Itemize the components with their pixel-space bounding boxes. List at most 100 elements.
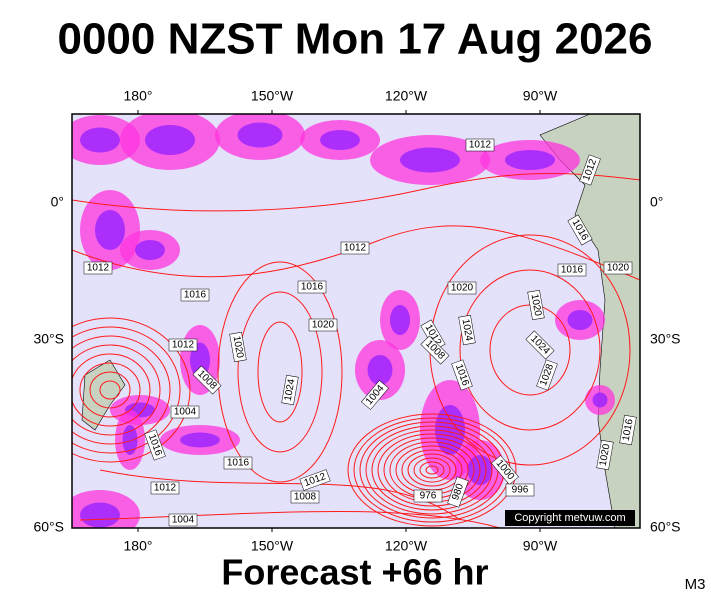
isobar-label-bg (458, 314, 476, 346)
isobar-label-text: 1024 (460, 318, 475, 342)
isobar-label-bg (223, 456, 253, 470)
isobar-label-bg (290, 490, 320, 504)
isobar-label-text: 1024 (283, 378, 298, 402)
isobar-label-bg (168, 513, 198, 527)
isobar-label-bg (465, 138, 495, 152)
isobar-label-text: 1012 (469, 140, 492, 151)
isobar (371, 429, 493, 511)
isobar-label-text: 1020 (598, 443, 613, 467)
isobar-label-text: 1004 (174, 407, 197, 418)
isobar (72, 353, 151, 427)
isobar-label-bg (596, 439, 614, 471)
isobar-label: 976 (413, 489, 443, 503)
isobar (237, 291, 323, 453)
lon-label: 150°W (251, 538, 294, 554)
isobar-label-text: 1008 (294, 492, 317, 503)
isobar (377, 433, 487, 507)
isobar-label-bg (525, 330, 555, 360)
rain-core (400, 147, 460, 173)
isobar (72, 317, 191, 463)
isobar (99, 380, 121, 400)
isobar-label-text: 1020 (529, 293, 544, 317)
isobar-label: 1020 (527, 289, 545, 321)
graticule-labels: 180° 150°W 120°W 90°W 180° 150°W 120°W 90°W 0° 30… (33, 88, 680, 554)
isobar-label: 1012 (168, 338, 198, 352)
rain-core (145, 125, 195, 155)
lon-label: 180° (124, 538, 153, 554)
isobar-label-bg (308, 318, 338, 332)
isobar-label: 996 (505, 483, 535, 497)
isobar (407, 453, 457, 487)
isobar-label-text: 1020 (231, 335, 246, 359)
lat-label: 30°S (33, 331, 64, 347)
lat-label: 60°S (650, 519, 681, 535)
isobar-label-bg (557, 263, 587, 277)
rain-core (592, 392, 608, 408)
isobar-label-bg (505, 483, 535, 497)
isobar-label-bg (491, 455, 519, 485)
precipitation (72, 114, 615, 528)
isobar-label-text: 1012 (154, 483, 177, 494)
map-frame (71, 113, 641, 529)
isobar-label: 1020 (447, 281, 477, 295)
lon-label: 90°W (523, 88, 558, 104)
isobar-label-text: 1016 (561, 265, 584, 276)
isobar (217, 261, 343, 483)
isobar-label: 1016 (297, 280, 327, 294)
isobar-label-text: 976 (420, 491, 437, 502)
lat-label: 30°S (650, 331, 681, 347)
map-area: 1012 1012 1016 1012 1012 1016 1016 1020 1020 1016… (72, 114, 640, 528)
isobar-label: 1004 (168, 513, 198, 527)
isobar-label-text: 1016 (227, 458, 250, 469)
isobar (425, 465, 439, 475)
isobar-label-text: 1012 (344, 243, 367, 254)
isobar (347, 413, 517, 527)
isobar-label: 1016 (557, 263, 587, 277)
rain-core (95, 210, 125, 250)
isobar-label-bg (447, 281, 477, 295)
isobar-label: 1024 (281, 374, 299, 406)
isobar-label-bg (83, 261, 113, 275)
rain-core (180, 432, 220, 448)
footer: Forecast +66 hr (221, 552, 488, 593)
isobar-label: 1008 (290, 490, 320, 504)
isobar-label: 1020 (308, 318, 338, 332)
rain-core (390, 305, 410, 335)
isobar-label-bg (150, 481, 180, 495)
isobar-label: 1024 (458, 314, 476, 346)
lon-label: 120°W (385, 88, 428, 104)
isobar-label-bg (144, 429, 166, 461)
isobar-label-bg (603, 261, 633, 275)
isobar-label-bg (420, 335, 450, 365)
isobar-label-bg (536, 359, 558, 391)
isobar-label-bg (447, 476, 469, 508)
lat-label: 0° (650, 194, 663, 210)
isobar (459, 269, 601, 431)
isobar-label: 1016 (619, 414, 637, 446)
isobar-labels: 1012 1012 1016 1012 1012 1016 1016 1020 1020 1016… (83, 138, 637, 527)
isobar-label-bg (192, 365, 222, 395)
isobar-label-bg (567, 214, 593, 246)
isobar (72, 335, 171, 445)
isobar (79, 511, 501, 528)
isobar (72, 225, 640, 281)
isobar-label: 1004 (170, 405, 200, 419)
title: 0000 NZST Mon 17 Aug 2026 (57, 15, 652, 64)
isobar-label-bg (297, 280, 327, 294)
lon-label: 90°W (523, 538, 558, 554)
rain-core (505, 150, 555, 170)
isobar-label-bg (451, 359, 473, 391)
isobar-label-bg (281, 374, 299, 406)
isobar (72, 344, 161, 436)
isobar-label-text: 1016 (184, 290, 207, 301)
copyright: Copyright metvuw.com (514, 512, 625, 524)
isobar (79, 362, 141, 418)
isobar-label-bg (340, 241, 370, 255)
isobar-label-bg (579, 154, 601, 186)
isobar-label: 1020 (596, 439, 614, 471)
rain-core (237, 122, 283, 148)
lat-label: 60°S (33, 519, 64, 535)
isobar-label: 1020 (603, 261, 633, 275)
